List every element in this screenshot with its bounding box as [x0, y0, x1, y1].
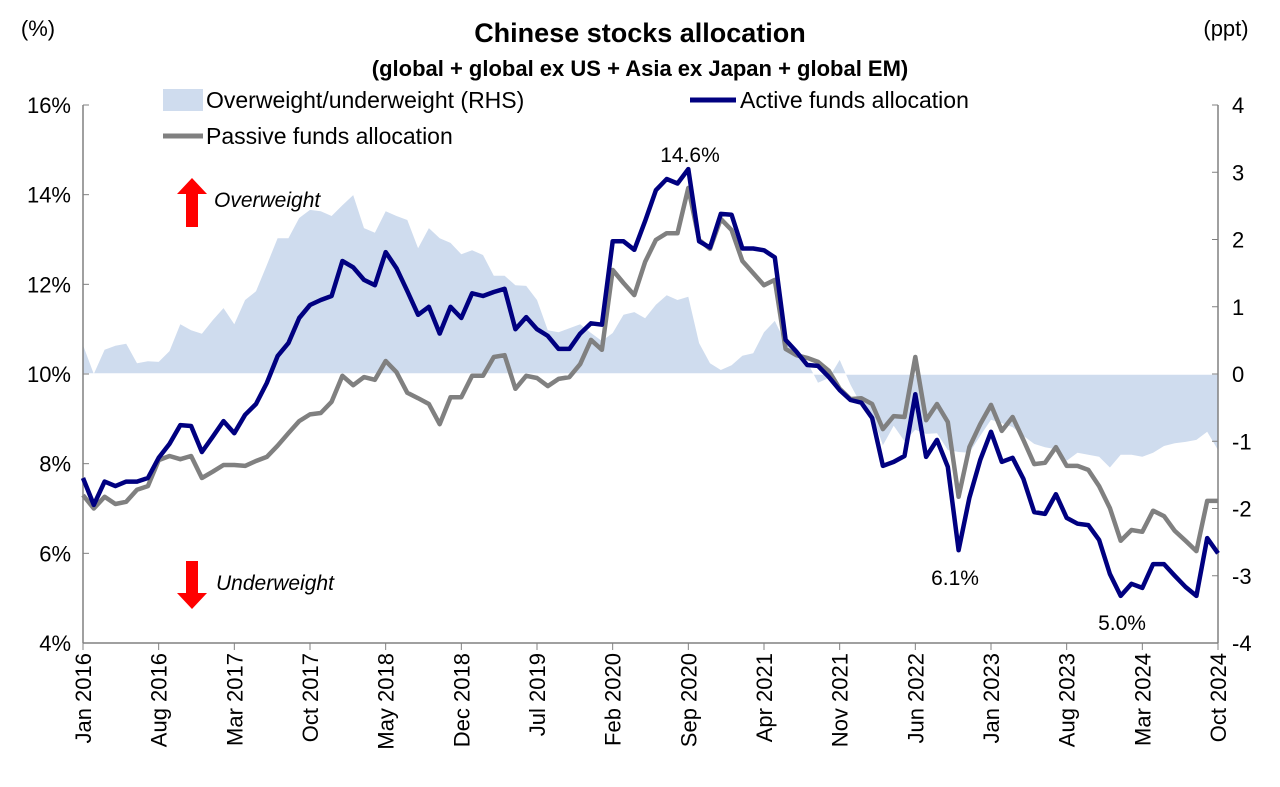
- left-tick-label: 6%: [39, 541, 71, 566]
- left-tick-label: 16%: [27, 93, 71, 118]
- overweight-label: Overweight: [214, 189, 321, 212]
- right-tick-label: 2: [1232, 228, 1244, 253]
- x-tick-label: Jun 2022: [903, 653, 928, 744]
- chart-subtitle: (global + global ex US + Asia ex Japan +…: [372, 56, 909, 81]
- right-tick-label: 4: [1232, 93, 1244, 118]
- annotation-peak: 14.6%: [660, 144, 720, 167]
- series-line-passive: [81, 185, 1218, 554]
- x-tick-label: Jul 2019: [525, 653, 550, 736]
- left-tick-label: 14%: [27, 183, 71, 208]
- overweight-arrow-icon: [177, 178, 207, 227]
- right-tick-label: -3: [1232, 564, 1252, 589]
- chart-title: Chinese stocks allocation: [474, 18, 806, 48]
- x-tick-label: May 2018: [374, 653, 399, 750]
- x-tick-label: Oct 2024: [1206, 653, 1231, 742]
- right-tick-label: -4: [1232, 631, 1252, 656]
- right-tick-label: -2: [1232, 497, 1252, 522]
- x-tick-label: Aug 2016: [147, 653, 172, 747]
- x-tick-label: Apr 2021: [752, 653, 777, 742]
- series-line-active: [80, 166, 1220, 599]
- left-tick-label: 4%: [39, 631, 71, 656]
- legend-label-area: Overweight/underweight (RHS): [206, 87, 524, 113]
- x-tick-label: Mar 2017: [222, 653, 247, 746]
- underweight-arrow-icon: [177, 561, 207, 609]
- right-tick-label: 0: [1232, 362, 1244, 387]
- left-axis-unit: (%): [21, 16, 55, 41]
- series-area-overweight-underweight: [83, 195, 1218, 468]
- right-tick-label: -1: [1232, 429, 1252, 454]
- x-tick-label: Sep 2020: [676, 653, 701, 747]
- x-tick-label: Mar 2024: [1130, 653, 1155, 746]
- x-tick-label: Oct 2017: [298, 653, 323, 742]
- underweight-label: Underweight: [216, 572, 335, 595]
- right-tick-label: 1: [1232, 295, 1244, 320]
- x-tick-label: Feb 2020: [601, 653, 626, 746]
- x-tick-label: Nov 2021: [828, 653, 853, 747]
- right-axis-unit: (ppt): [1203, 16, 1248, 41]
- legend-swatch-area: [163, 89, 203, 111]
- left-tick-label: 10%: [27, 362, 71, 387]
- x-tick-label: Dec 2018: [449, 653, 474, 747]
- right-tick-label: 3: [1232, 160, 1244, 185]
- left-tick-label: 12%: [27, 272, 71, 297]
- x-tick-label: Aug 2023: [1055, 653, 1080, 747]
- x-tick-label: Jan 2023: [979, 653, 1004, 744]
- left-tick-label: 8%: [39, 452, 71, 477]
- legend-label-active: Active funds allocation: [740, 87, 969, 113]
- legend-label-passive: Passive funds allocation: [206, 123, 453, 149]
- x-tick-label: Jan 2016: [71, 653, 96, 744]
- annotation-2024-low: 5.0%: [1098, 612, 1146, 635]
- annotation-2022-low: 6.1%: [931, 567, 979, 590]
